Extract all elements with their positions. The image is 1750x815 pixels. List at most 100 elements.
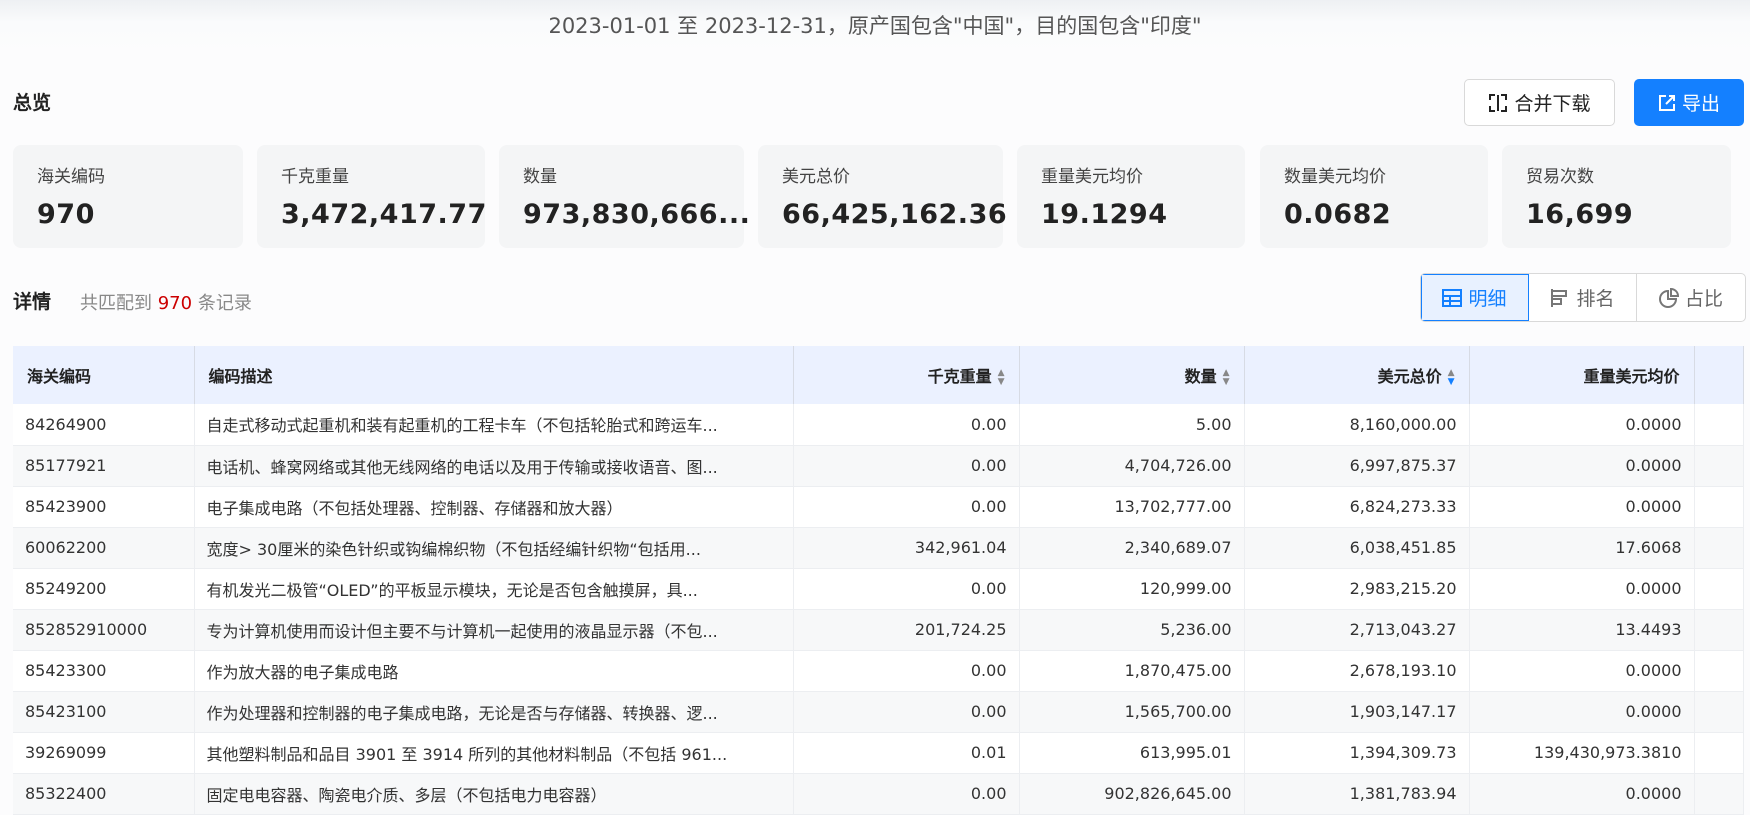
cell-weight: 0.00	[793, 691, 1020, 733]
stat-label: 海关编码	[37, 167, 105, 187]
table-row[interactable]: 85249200 有机发光二极管“OLED”的平板显示模块，无论是否包含触摸屏，具…	[13, 568, 1744, 610]
view-tab-label: 明细	[1468, 288, 1507, 310]
cell-hs-code: 85249200	[13, 568, 195, 610]
cell-weight: 0.01	[793, 732, 1020, 774]
column-header-weight[interactable]: 千克重量 ▲ ▼	[793, 346, 1020, 404]
column-header-weight-avg-price[interactable]: 重量美元均价	[1469, 346, 1695, 404]
table-row[interactable]: 85423100 作为处理器和控制器的电子集成电路，无论是否与存储器、转换器、逻.…	[13, 691, 1744, 733]
cell-weight-avg-price: 0.0000	[1469, 773, 1695, 815]
column-header-quantity[interactable]: 数量 ▲ ▼	[1019, 346, 1245, 404]
view-tab-share[interactable]: 占比	[1637, 274, 1745, 321]
cell-weight: 0.00	[793, 445, 1020, 487]
cell-overflow	[1694, 568, 1744, 610]
cell-quantity: 1,870,475.00	[1019, 650, 1245, 692]
cell-weight-avg-price: 13.4493	[1469, 609, 1695, 651]
cell-overflow	[1694, 609, 1744, 651]
cell-weight: 0.00	[793, 773, 1020, 815]
stat-value: 16,699	[1526, 199, 1634, 230]
cell-overflow	[1694, 650, 1744, 692]
table-icon	[1442, 288, 1463, 307]
cell-description: 自走式移动式起重机和装有起重机的工程卡车（不包括轮胎式和跨运车...	[194, 404, 794, 446]
stat-card-weight-avg-price: 重量美元均价 19.1294	[1017, 145, 1245, 248]
sort-desc-icon[interactable]: ▲ ▼	[1447, 367, 1455, 387]
cell-weight: 0.00	[793, 404, 1020, 446]
stat-value: 66,425,162.36	[782, 199, 1008, 230]
stat-label: 重量美元均价	[1041, 167, 1143, 187]
table-row[interactable]: 85423300 作为放大器的电子集成电路 0.00 1,870,475.00 2,67…	[13, 650, 1744, 692]
cell-hs-code: 84264900	[13, 404, 195, 446]
cell-description: 有机发光二极管“OLED”的平板显示模块，无论是否包含触摸屏，具...	[194, 568, 794, 610]
table-row[interactable]: 852852910000 专为计算机使用而设计但主要不与计算机一起使用的液晶显示器…	[13, 609, 1744, 651]
cell-quantity: 13,702,777.00	[1019, 486, 1245, 528]
overview-heading: 总览	[13, 92, 52, 114]
export-icon	[1658, 94, 1675, 111]
cell-hs-code: 85177921	[13, 445, 195, 487]
cell-description: 专为计算机使用而设计但主要不与计算机一起使用的液晶显示器（不包...	[194, 609, 794, 651]
cell-total-usd: 6,038,451.85	[1244, 527, 1470, 569]
details-heading: 详情	[13, 291, 52, 313]
cell-hs-code: 85322400	[13, 773, 195, 815]
table-row[interactable]: 85322400 固定电电容器、陶瓷电介质、多层（不包括电力电容器） 0.00 902…	[13, 773, 1744, 815]
cell-description: 固定电电容器、陶瓷电介质、多层（不包括电力电容器）	[194, 773, 794, 815]
table-row[interactable]: 85177921 电话机、蜂窝网络或其他无线网络的电话以及用于传输或接收语音、图.…	[13, 445, 1744, 487]
merge-download-label: 合并下载	[1514, 93, 1591, 115]
export-button[interactable]: 导出	[1634, 79, 1744, 126]
cell-overflow	[1694, 404, 1744, 446]
cell-total-usd: 6,824,273.33	[1244, 486, 1470, 528]
cell-overflow	[1694, 773, 1744, 815]
cell-quantity: 613,995.01	[1019, 732, 1245, 774]
column-header-description: 编码描述	[194, 346, 794, 404]
cell-weight-avg-price: 0.0000	[1469, 486, 1695, 528]
cell-hs-code: 85423900	[13, 486, 195, 528]
stat-card-hs-code: 海关编码 970	[13, 145, 243, 248]
merge-download-button[interactable]: 合并下载	[1464, 79, 1615, 126]
cell-overflow	[1694, 691, 1744, 733]
cell-description: 宽度> 30厘米的染色针织或钩编棉织物（不包括经编针织物“包括用...	[194, 527, 794, 569]
cell-description: 电子集成电路（不包括处理器、控制器、存储器和放大器）	[194, 486, 794, 528]
table-row[interactable]: 39269099 其他塑料制品和品目 3901 至 3914 所列的其他材料制品（…	[13, 732, 1744, 774]
stat-value: 19.1294	[1041, 199, 1168, 230]
cell-weight-avg-price: 139,430,973.3810	[1469, 732, 1695, 774]
column-header-total-usd[interactable]: 美元总价 ▲ ▼	[1244, 346, 1470, 404]
table-row[interactable]: 60062200 宽度> 30厘米的染色针织或钩编棉织物（不包括经编针织物“包括用…	[13, 527, 1744, 569]
stat-label: 贸易次数	[1526, 167, 1594, 187]
cell-weight-avg-price: 17.6068	[1469, 527, 1695, 569]
cell-weight-avg-price: 0.0000	[1469, 650, 1695, 692]
stat-label: 数量美元均价	[1284, 167, 1386, 187]
view-tab-ranking[interactable]: 排名	[1529, 274, 1637, 321]
cell-quantity: 5,236.00	[1019, 609, 1245, 651]
cell-hs-code: 85423300	[13, 650, 195, 692]
cell-quantity: 5.00	[1019, 404, 1245, 446]
top-bar	[0, 0, 1750, 56]
sort-icon[interactable]: ▲ ▼	[997, 367, 1005, 387]
sort-icon[interactable]: ▲ ▼	[1222, 367, 1230, 387]
stat-value: 970	[37, 199, 95, 230]
cell-quantity: 120,999.00	[1019, 568, 1245, 610]
cell-total-usd: 6,997,875.37	[1244, 445, 1470, 487]
view-tab-detail[interactable]: 明细	[1421, 274, 1529, 321]
view-tab-label: 排名	[1576, 288, 1615, 310]
stat-label: 千克重量	[281, 167, 349, 187]
cell-description: 作为放大器的电子集成电路	[194, 650, 794, 692]
cell-total-usd: 8,160,000.00	[1244, 404, 1470, 446]
cell-hs-code: 85423100	[13, 691, 195, 733]
cell-total-usd: 1,903,147.17	[1244, 691, 1470, 733]
cell-weight: 201,724.25	[793, 609, 1020, 651]
cell-hs-code: 852852910000	[13, 609, 195, 651]
cell-total-usd: 2,678,193.10	[1244, 650, 1470, 692]
table-header-row: 海关编码 编码描述 千克重量 ▲ ▼ 数量 ▲ ▼ 美元总价 ▲ ▼ 重量美元均价	[13, 346, 1744, 404]
cell-weight: 342,961.04	[793, 527, 1020, 569]
cell-quantity: 2,340,689.07	[1019, 527, 1245, 569]
table-row[interactable]: 85423900 电子集成电路（不包括处理器、控制器、存储器和放大器） 0.00 13…	[13, 486, 1744, 528]
cell-overflow	[1694, 486, 1744, 528]
table-row[interactable]: 84264900 自走式移动式起重机和装有起重机的工程卡车（不包括轮胎式和跨运车.…	[13, 404, 1744, 446]
cell-weight-avg-price: 0.0000	[1469, 691, 1695, 733]
pie-chart-icon	[1659, 287, 1679, 308]
cell-total-usd: 2,983,215.20	[1244, 568, 1470, 610]
match-prefix: 共匹配到	[80, 293, 152, 314]
stat-label: 数量	[523, 167, 557, 187]
export-label: 导出	[1681, 93, 1720, 115]
stat-value: 3,472,417.77	[281, 199, 487, 230]
column-label: 数量	[1184, 367, 1217, 386]
cell-weight-avg-price: 0.0000	[1469, 445, 1695, 487]
